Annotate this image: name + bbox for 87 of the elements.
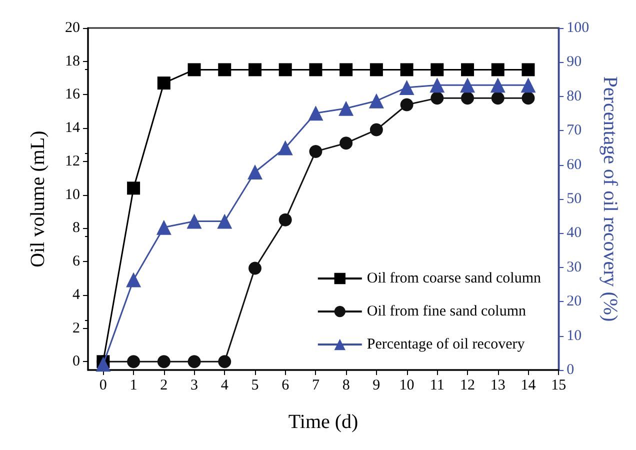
legend-label: Percentage of oil recovery (366, 336, 526, 352)
y-tick-label: 6 (72, 254, 80, 270)
point (127, 182, 140, 195)
y-tick-label: 8 (72, 220, 80, 236)
point (278, 140, 293, 156)
point (399, 80, 414, 96)
x-tick-label: 9 (372, 378, 380, 394)
point (156, 220, 172, 235)
point (278, 213, 292, 226)
y2-tick-label: 70 (566, 122, 582, 139)
x-tick-label: 0 (99, 378, 107, 394)
point (248, 63, 262, 76)
x-tick-label: 1 (130, 378, 138, 394)
point (218, 63, 232, 76)
y-tick-label: 14 (65, 120, 80, 136)
point (368, 93, 384, 108)
y-tick-label: 10 (65, 186, 80, 203)
point (309, 144, 322, 158)
y-tick-label: 18 (65, 53, 80, 70)
y2-tick-label: 60 (566, 156, 582, 173)
point (278, 63, 292, 76)
y2-tick-label: 90 (566, 54, 582, 70)
point (370, 123, 383, 136)
point (217, 214, 232, 229)
point (188, 355, 201, 368)
y-tick-label: 20 (65, 20, 80, 36)
point (490, 78, 506, 93)
x-tick-label: 8 (342, 378, 350, 394)
point (370, 63, 383, 76)
point (461, 92, 474, 105)
point (491, 63, 504, 76)
point (522, 92, 535, 105)
x-tick-label: 15 (551, 378, 566, 394)
point (338, 100, 354, 116)
x-tick-label: 12 (460, 378, 476, 394)
y-tick-label: 0 (72, 354, 80, 370)
y-tick-label: 4 (72, 286, 80, 303)
y2-axis-title: Percentage of oil recovery (%) (599, 76, 621, 322)
point (188, 63, 201, 76)
y2-tick-label: 30 (566, 259, 582, 276)
y-tick-label: 16 (65, 86, 80, 103)
x-tick-label: 6 (282, 378, 290, 394)
y2-tick-label: 0 (566, 362, 574, 378)
point (400, 98, 414, 112)
point (430, 78, 445, 93)
x-tick-label: 13 (490, 378, 506, 394)
x-axis-title: Time (d) (288, 411, 358, 433)
point (157, 76, 170, 90)
x-tick-label: 14 (520, 378, 536, 394)
legend-label: Oil from fine sand column (366, 304, 527, 320)
y2-tick-label: 100 (566, 20, 590, 36)
point (491, 92, 504, 105)
legend-label: Oil from coarse sand column (366, 270, 542, 286)
y-tick-label: 2 (72, 320, 80, 336)
point (308, 106, 324, 121)
point (247, 164, 262, 180)
y2-tick-label: 20 (566, 294, 582, 310)
y2-tick-label: 10 (566, 328, 582, 344)
point (400, 63, 414, 76)
point (520, 78, 536, 93)
x-tick-label: 7 (312, 378, 320, 394)
y-axis-title: Oil volume (mL) (27, 130, 49, 268)
point (460, 78, 476, 93)
y-tick-label: 12 (65, 153, 80, 170)
point (461, 63, 474, 76)
x-tick-label: 5 (251, 378, 259, 394)
point (430, 63, 444, 76)
point (430, 92, 444, 105)
x-tick-label: 3 (190, 378, 198, 394)
x-tick-label: 10 (399, 378, 414, 394)
x-tick-label: 11 (430, 378, 444, 394)
point (218, 355, 232, 368)
y2-tick-label: 50 (566, 191, 582, 207)
point (340, 136, 353, 150)
point (309, 63, 322, 76)
y2-tick-label: 40 (566, 225, 582, 242)
point (96, 356, 111, 372)
point (127, 355, 140, 368)
x-tick-label: 4 (220, 378, 229, 394)
y2-tick-label: 80 (566, 88, 582, 104)
point (522, 63, 535, 76)
point (248, 262, 262, 275)
point (340, 63, 353, 76)
point (186, 214, 202, 229)
point (126, 272, 142, 288)
x-tick-label: 2 (160, 378, 168, 394)
point (157, 355, 170, 368)
